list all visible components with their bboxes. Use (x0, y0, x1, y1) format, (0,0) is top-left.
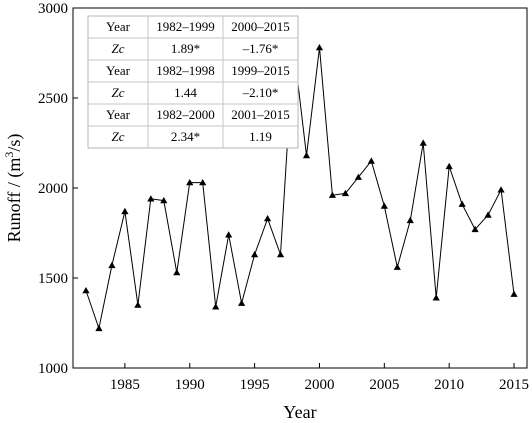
x-tick-label: 2010 (434, 377, 464, 393)
data-point (458, 200, 466, 207)
y-tick-label: 2500 (38, 91, 68, 107)
data-point (173, 269, 181, 276)
data-point (160, 197, 168, 204)
inset-table: Year 1982–1999 2000–2015 Zc 1.89* –1.76* Year 1… (87, 15, 299, 149)
data-point (95, 324, 103, 332)
data-point (199, 179, 207, 186)
table-cell: 2000–2015 (231, 19, 290, 34)
y-axis-title: Runoff / (m3/s) (2, 134, 25, 243)
x-tick-label: 2000 (304, 377, 334, 393)
x-tick-label: 2005 (369, 377, 399, 393)
data-point (354, 173, 362, 180)
table-cell: Year (106, 19, 131, 34)
data-point (380, 202, 388, 209)
x-tick-label: 1995 (240, 377, 270, 393)
data-point (341, 189, 349, 197)
data-point (238, 299, 246, 306)
data-point (484, 211, 492, 218)
table-cell: Year (106, 63, 131, 78)
data-point (315, 44, 324, 51)
data-point (263, 215, 272, 222)
data-point (445, 162, 453, 170)
data-point (471, 225, 479, 233)
data-point (121, 207, 129, 215)
table-cell: 1.19 (249, 129, 272, 144)
data-point (225, 231, 233, 238)
table-cell: Year (106, 107, 131, 122)
data-point (251, 251, 259, 258)
x-tick-label: 1990 (175, 377, 205, 393)
data-point (419, 139, 427, 146)
y-tick-label: 1000 (38, 361, 68, 377)
table-cell: 1999–2015 (231, 63, 290, 78)
data-point (212, 303, 220, 310)
data-point (186, 179, 194, 186)
table-cell: –1.76* (242, 41, 279, 56)
data-point (497, 186, 505, 193)
y-tick-label: 3000 (38, 1, 68, 17)
ticks: 1985 1990 1995 2000 2005 2010 2015 1000 1500 2000… (38, 1, 529, 393)
table-cell: 2.34* (171, 129, 200, 144)
table-cell: 1.89* (171, 41, 200, 56)
data-point (367, 157, 375, 164)
data-point (276, 251, 285, 258)
data-point (328, 191, 337, 198)
table-cell: 2001–2015 (231, 107, 290, 122)
data-point (393, 263, 401, 270)
table-cell: Zc (112, 41, 125, 56)
table-cell: 1982–1998 (156, 63, 215, 78)
data-point (82, 287, 90, 294)
data-point (134, 301, 142, 308)
table-cell: Zc (112, 85, 125, 100)
x-tick-label: 1985 (110, 377, 140, 393)
table-cell: 1.44 (174, 85, 197, 100)
runoff-line (85, 45, 515, 331)
y-tick-label: 1500 (38, 271, 68, 287)
data-point (302, 152, 311, 159)
data-point (432, 294, 440, 301)
table-cell: 1982–1999 (156, 19, 215, 34)
y-tick-label: 2000 (38, 181, 68, 197)
table-cell: Zc (112, 129, 125, 144)
data-point (510, 290, 518, 297)
table-cell: –2.10* (242, 85, 279, 100)
x-tick-label: 2015 (499, 377, 529, 393)
data-point (147, 195, 155, 202)
data-point (108, 261, 116, 269)
x-axis-title: Year (283, 402, 316, 422)
table-cell: 1982–2000 (156, 107, 215, 122)
data-point (406, 216, 414, 224)
